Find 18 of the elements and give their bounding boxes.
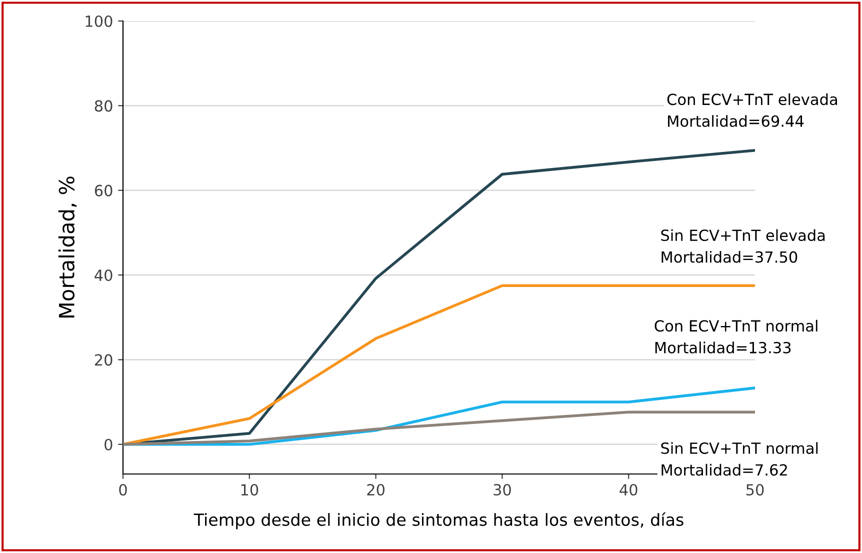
y-tick-label: 0 (104, 438, 112, 450)
annotation: Sin ECV+TnT elevada Mortalidad=37.50 (661, 229, 825, 263)
y-tick-label: 40 (94, 269, 112, 282)
x-tick-label: 10 (241, 484, 258, 496)
x-tick-label: 50 (746, 484, 764, 496)
x-axis-title: Tiempo desde el inicio de sintomas hasta los eventos, días (194, 512, 684, 530)
x-tick-label: 30 (494, 484, 511, 496)
y-tick-label: 60 (94, 184, 112, 196)
y-tick-label: 100 (86, 15, 112, 28)
x-tick-label: 20 (367, 484, 385, 496)
annotation: Con ECV+TnT elevada Mortalidad=69.44 (667, 93, 837, 127)
y-axis-title: Mortalidad, % (58, 176, 77, 318)
x-tick-label: 40 (620, 484, 638, 496)
y-tick-label: 20 (94, 354, 112, 366)
y-tick-label: 80 (94, 100, 112, 112)
annotation: Sin ECV+TnT normal Mortalidad=7.62 (661, 442, 818, 476)
x-tick-label: 0 (119, 484, 127, 496)
annotation: Con ECV+TnT normal Mortalidad=13.33 (654, 320, 818, 354)
